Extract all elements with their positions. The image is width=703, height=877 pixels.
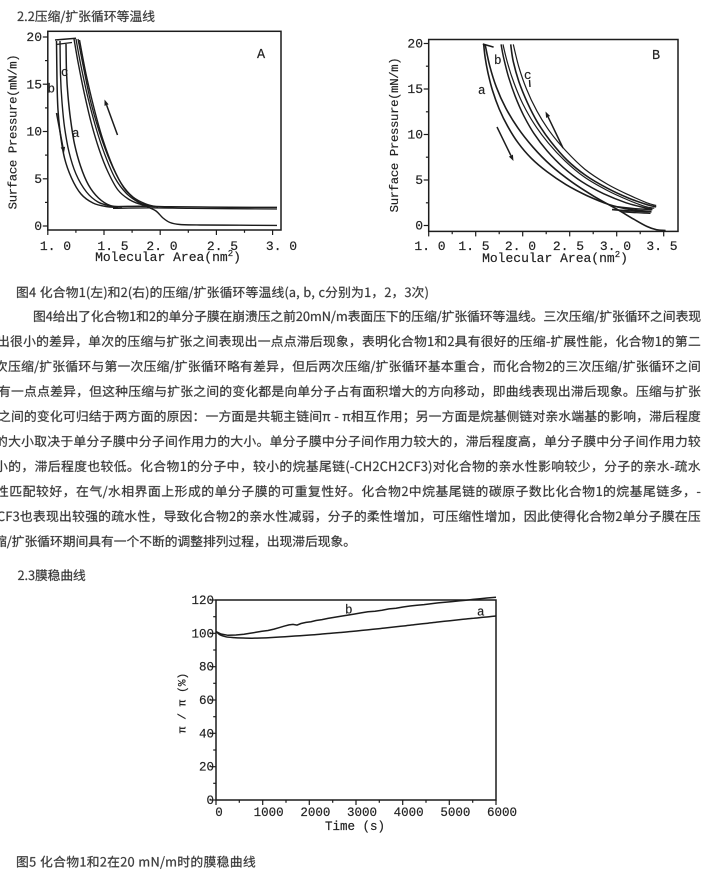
svg-text:a: a <box>478 84 486 98</box>
svg-text:A: A <box>257 48 266 63</box>
svg-text:20: 20 <box>407 37 423 52</box>
svg-text:a: a <box>72 127 80 141</box>
svg-text:π / π (%): π / π (%) <box>178 673 190 733</box>
svg-text:2. 5: 2. 5 <box>207 239 238 254</box>
svg-text:80: 80 <box>199 661 214 675</box>
svg-text:2. 5: 2. 5 <box>553 239 584 254</box>
svg-text:Surface Pressure(mN/m): Surface Pressure(mN/m) <box>7 55 21 210</box>
svg-text:0: 0 <box>206 794 214 808</box>
svg-text:15: 15 <box>26 77 42 92</box>
svg-text:1. 0: 1. 0 <box>40 239 71 254</box>
svg-text:120: 120 <box>191 594 214 608</box>
svg-text:6000: 6000 <box>487 806 517 820</box>
svg-text:2000: 2000 <box>300 806 330 820</box>
svg-text:b: b <box>494 54 502 68</box>
svg-text:3000: 3000 <box>347 806 377 820</box>
svg-text:2. 0: 2. 0 <box>505 239 536 254</box>
svg-text:20: 20 <box>26 30 42 45</box>
svg-text:5: 5 <box>34 172 42 187</box>
svg-text:0: 0 <box>215 806 223 820</box>
svg-text:40: 40 <box>199 727 214 741</box>
svg-text:1. 5: 1. 5 <box>97 239 128 254</box>
svg-text:0: 0 <box>415 219 423 234</box>
svg-text:3. 0: 3. 0 <box>266 239 297 254</box>
svg-text:10: 10 <box>407 128 423 143</box>
svg-text:10: 10 <box>26 125 42 140</box>
svg-text:1. 5: 1. 5 <box>458 239 489 254</box>
svg-text:c: c <box>524 69 532 83</box>
svg-text:4000: 4000 <box>394 806 424 820</box>
svg-text:20: 20 <box>199 761 214 775</box>
svg-text:60: 60 <box>199 694 214 708</box>
svg-text:B: B <box>652 49 660 64</box>
svg-text:Molecular Area(nm2): Molecular Area(nm2) <box>482 250 628 266</box>
svg-text:3. 5: 3. 5 <box>646 239 677 254</box>
svg-text:5000: 5000 <box>440 806 470 820</box>
svg-text:2. 0: 2. 0 <box>146 239 177 254</box>
svg-text:100: 100 <box>191 627 214 641</box>
svg-text:Time (s): Time (s) <box>325 820 385 834</box>
svg-text:0: 0 <box>34 219 42 234</box>
svg-text:a: a <box>477 606 485 620</box>
svg-text:Surface Pressure(mN/m): Surface Pressure(mN/m) <box>388 58 402 213</box>
svg-text:Molecular Area(nm2): Molecular Area(nm2) <box>95 249 241 265</box>
svg-text:b: b <box>48 83 56 97</box>
svg-text:15: 15 <box>407 82 423 97</box>
svg-text:1000: 1000 <box>254 806 284 820</box>
svg-text:c: c <box>61 66 69 80</box>
svg-text:3. 0: 3. 0 <box>600 239 631 254</box>
svg-text:1. 0: 1. 0 <box>414 239 445 254</box>
svg-text:5: 5 <box>415 173 423 188</box>
svg-text:b: b <box>345 604 353 618</box>
